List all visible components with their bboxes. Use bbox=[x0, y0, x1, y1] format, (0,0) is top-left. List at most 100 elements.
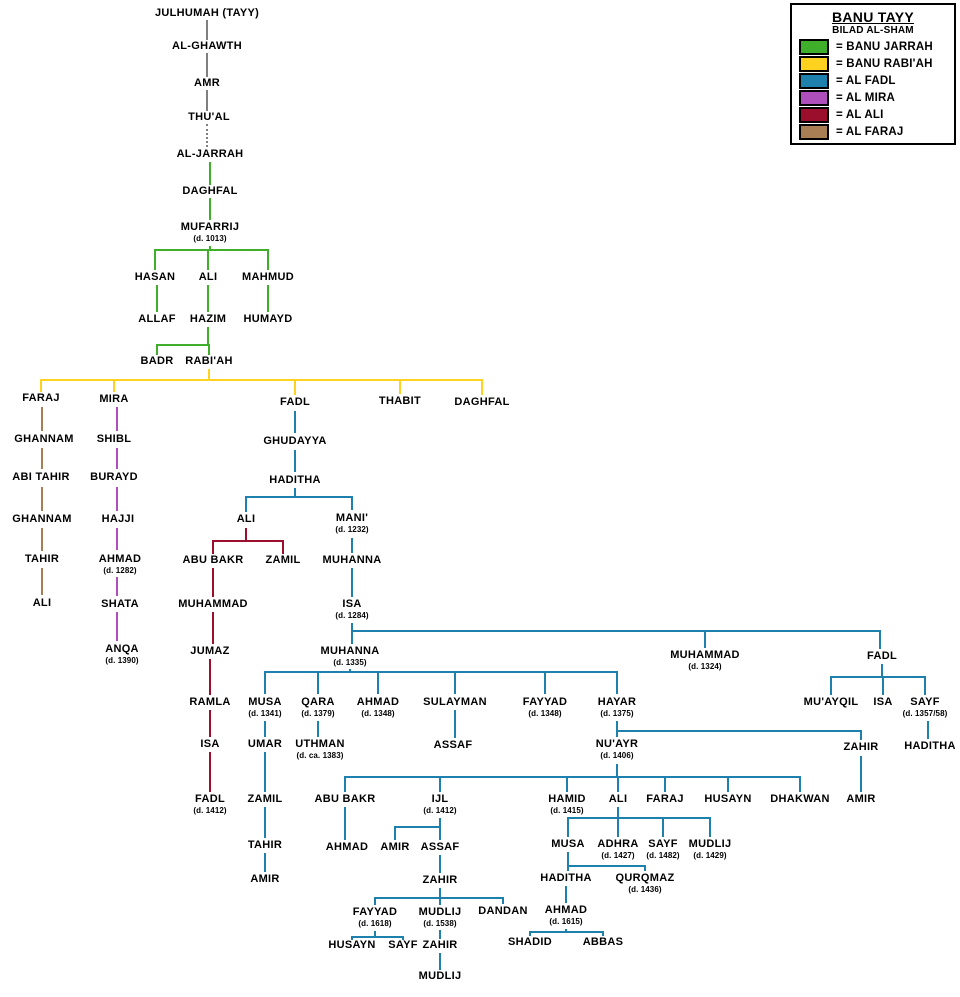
person-name: SHATA bbox=[101, 598, 139, 610]
tree-edge bbox=[704, 631, 706, 648]
person-name: MANI' bbox=[335, 512, 369, 524]
person-node: FARAJ bbox=[22, 392, 60, 405]
tree-edge bbox=[616, 672, 618, 694]
tree-edge bbox=[317, 672, 319, 694]
person-name: HADITHA bbox=[540, 872, 592, 884]
person-name: UTHMAN bbox=[295, 738, 345, 750]
person-name: JULHUMAH (TAYY) bbox=[154, 7, 260, 19]
person-node: SHIBL bbox=[97, 433, 132, 446]
person-name: HUSAYN bbox=[328, 939, 376, 951]
person-node: ABBAS bbox=[583, 936, 624, 949]
person-name: THU'AL bbox=[188, 111, 230, 123]
tree-edge bbox=[206, 53, 208, 77]
tree-edge bbox=[351, 631, 353, 644]
person-node: MUHANNA bbox=[323, 554, 382, 567]
tree-edge bbox=[154, 249, 269, 251]
tree-edge bbox=[344, 807, 346, 840]
person-name: IJL bbox=[431, 793, 449, 805]
person-node: MAHMUD bbox=[242, 271, 294, 284]
tree-edge bbox=[245, 496, 353, 498]
person-name: ZAHIR bbox=[843, 741, 879, 753]
person-node: AHMAD (d. 1282) bbox=[99, 553, 141, 575]
tree-edge bbox=[567, 865, 646, 867]
person-name: FAYYAD bbox=[522, 696, 568, 708]
person-name: AMIR bbox=[846, 793, 876, 805]
person-node: HAYAR (d. 1375) bbox=[598, 696, 637, 718]
tree-edge bbox=[617, 807, 619, 818]
person-node: ALI bbox=[199, 271, 218, 284]
tree-edge bbox=[40, 380, 42, 392]
person-name: NU'AYR bbox=[595, 738, 639, 750]
person-name: ZAMIL bbox=[247, 793, 283, 805]
legend-label: = BANU RABI'AH bbox=[836, 58, 933, 70]
person-name: THABIT bbox=[378, 395, 422, 407]
person-node: MUHANNA (d. 1335) bbox=[321, 645, 380, 667]
tree-edge bbox=[439, 827, 441, 840]
person-name: AMR bbox=[194, 77, 220, 89]
person-node: AHMAD (d. 1348) bbox=[357, 696, 399, 718]
person-name: ABU BAKR bbox=[182, 554, 244, 566]
person-node: ABU BAKR bbox=[182, 554, 243, 567]
tree-edge bbox=[207, 327, 209, 345]
person-name: RABI'AH bbox=[185, 355, 233, 367]
person-name: TAHIR bbox=[247, 839, 283, 851]
person-node: SAYF (d. 1357/58) bbox=[903, 696, 948, 718]
person-death-date: (d. 1379) bbox=[301, 709, 335, 718]
person-name: AHMAD bbox=[325, 841, 369, 853]
tree-edge bbox=[264, 853, 266, 872]
legend-row-al-mira: = AL MIRA bbox=[799, 90, 954, 106]
tree-edge bbox=[439, 898, 441, 905]
person-name: MUSA bbox=[248, 696, 282, 708]
tree-edge bbox=[212, 541, 214, 554]
person-node: ZAHIR bbox=[843, 741, 878, 754]
person-death-date: (d. 1482) bbox=[646, 851, 680, 860]
person-node: UTHMAN (d. ca. 1383) bbox=[295, 738, 344, 760]
person-death-date: (d. 1615) bbox=[549, 917, 583, 926]
person-name: MIRA bbox=[99, 393, 129, 405]
tree-edge bbox=[529, 931, 604, 933]
person-node: AMIR bbox=[250, 873, 279, 886]
person-name: GHANNAM bbox=[12, 513, 72, 525]
tree-edge bbox=[351, 538, 353, 553]
person-node: ANQA (d. 1390) bbox=[105, 643, 139, 665]
tree-edge bbox=[40, 379, 483, 381]
legend-row-al-faraj: = AL FARAJ bbox=[799, 124, 954, 140]
legend-label: = AL ALI bbox=[836, 109, 884, 121]
person-node: MUHAMMAD (d. 1324) bbox=[670, 649, 740, 671]
person-node: FAYYAD (d. 1618) bbox=[353, 906, 397, 928]
tree-edge bbox=[207, 250, 209, 270]
person-name: HUMAYD bbox=[243, 313, 293, 325]
person-node: UMAR bbox=[248, 738, 282, 751]
person-node: HAJJI bbox=[102, 513, 135, 526]
tree-edge bbox=[351, 936, 404, 938]
person-node: GHUDAYYA bbox=[263, 435, 326, 448]
person-death-date: (d. 1284) bbox=[335, 611, 369, 620]
tree-edge bbox=[282, 541, 284, 554]
tree-edge bbox=[399, 380, 401, 394]
person-node: AHMAD bbox=[326, 841, 368, 854]
tree-edge bbox=[206, 20, 208, 40]
person-name: MUHANNA bbox=[320, 645, 380, 657]
person-node: JULHUMAH (TAYY) bbox=[155, 7, 259, 20]
tree-edge bbox=[374, 898, 376, 905]
person-node: RABI'AH bbox=[185, 355, 233, 368]
tree-edge bbox=[617, 777, 619, 792]
tree-edge bbox=[245, 497, 247, 512]
person-node: FARAJ bbox=[646, 793, 684, 806]
person-name: MUHANNA bbox=[322, 554, 382, 566]
person-node: DHAKWAN bbox=[770, 793, 830, 806]
person-name: QARA bbox=[301, 696, 335, 708]
tree-edge bbox=[565, 929, 567, 932]
person-node: ADHRA (d. 1427) bbox=[597, 838, 638, 860]
person-node: ASSAF bbox=[434, 739, 473, 752]
person-name: MUDLIJ bbox=[688, 838, 732, 850]
tree-edge bbox=[245, 528, 247, 541]
person-node: MUDLIJ bbox=[419, 970, 462, 983]
tree-edge bbox=[454, 710, 456, 738]
person-node: ZAHIR bbox=[422, 939, 457, 952]
tree-edge bbox=[41, 448, 43, 469]
person-name: HADITHA bbox=[904, 740, 956, 752]
person-name: DAGHFAL bbox=[454, 396, 510, 408]
person-node: HADITHA bbox=[269, 474, 321, 487]
person-death-date: (d. 1232) bbox=[335, 525, 369, 534]
